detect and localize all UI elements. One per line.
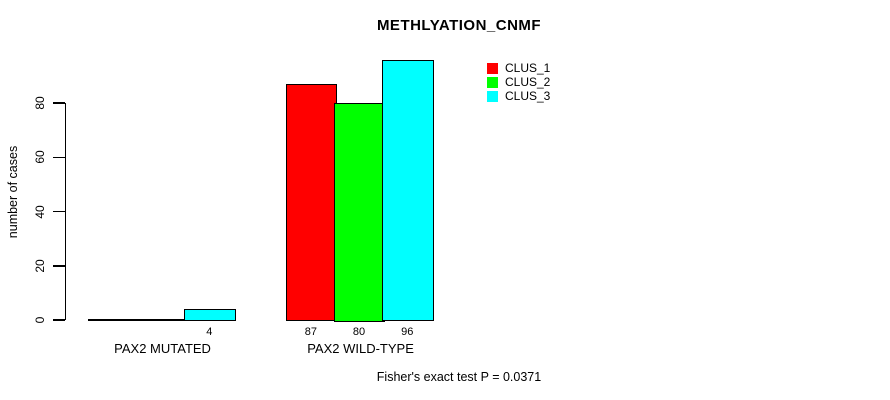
y-tick-mark — [52, 319, 65, 321]
bar-clus_1 — [286, 84, 338, 322]
y-tick-mark — [52, 210, 65, 213]
legend-swatch-clus_3 — [487, 90, 498, 102]
legend-label: CLUS_3 — [505, 89, 551, 103]
legend-label: CLUS_2 — [505, 75, 551, 89]
legend: CLUS_1 CLUS_2 CLUS_3 — [487, 61, 550, 103]
legend-label: CLUS_1 — [505, 61, 551, 75]
y-tick-mark — [52, 265, 65, 267]
legend-swatch-clus_2 — [487, 76, 498, 88]
x-category-label: PAX2 WILD-TYPE — [307, 341, 414, 356]
legend-row: CLUS_2 — [487, 75, 550, 89]
y-tick-label: 20 — [33, 259, 47, 273]
y-tick-mark — [52, 102, 65, 104]
y-tick-label: 40 — [33, 204, 47, 219]
y-tick-mark — [52, 156, 65, 158]
bar-zero-line — [136, 319, 188, 321]
legend-row: CLUS_3 — [487, 89, 550, 103]
x-category-label: PAX2 MUTATED — [114, 341, 211, 356]
bar-value-label: 96 — [401, 326, 414, 338]
y-tick-label: 80 — [33, 96, 47, 110]
bar-clus_2 — [334, 103, 386, 322]
chart-title: METHLYATION_CNMF — [376, 17, 542, 34]
bar-value-label: 80 — [352, 326, 366, 338]
legend-swatch-clus_1 — [487, 62, 498, 74]
y-axis-line — [64, 103, 66, 320]
bar-value-label: 4 — [206, 326, 213, 338]
y-tick-label: 60 — [33, 150, 47, 164]
bar-zero-line — [88, 319, 140, 321]
annotation-text: Fisher's exact test P = 0.0371 — [376, 370, 542, 384]
legend-row: CLUS_1 — [487, 61, 550, 75]
bar-clus_3 — [184, 309, 236, 322]
y-tick-label: 0 — [33, 316, 47, 324]
bar-value-label: 87 — [304, 326, 317, 338]
bar-clus_3 — [382, 59, 434, 322]
